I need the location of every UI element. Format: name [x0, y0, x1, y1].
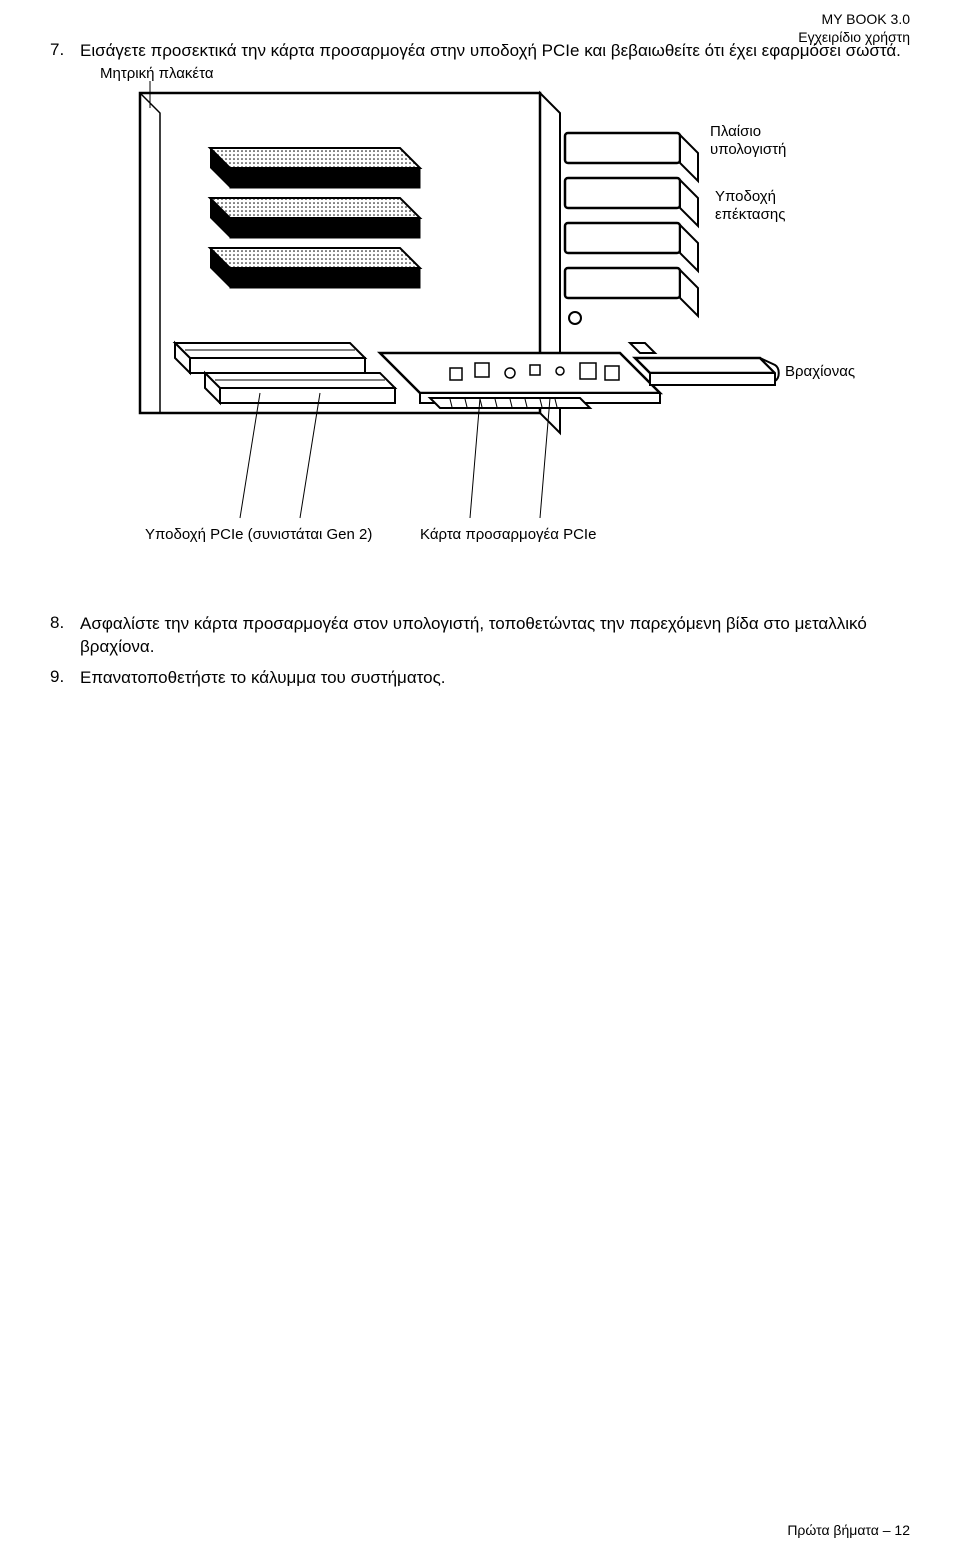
step-8-text: Ασφαλίστε την κάρτα προσαρμογέα στον υπο… — [80, 613, 910, 659]
step-9-text: Επανατοποθετήστε το κάλυμμα του συστήματ… — [80, 667, 446, 690]
diagram: Μητρική πλακέτα Πλαίσιο υπολογιστή Υποδο… — [80, 73, 880, 593]
main-content: 7. Εισάγετε προσεκτικά την κάρτα προσαρμ… — [50, 40, 910, 698]
label-chassis: Πλαίσιο υπολογιστή — [710, 123, 810, 159]
step-7: 7. Εισάγετε προσεκτικά την κάρτα προσαρμ… — [50, 40, 910, 63]
label-pcie-card: Κάρτα προσαρμογέα PCIe — [420, 526, 596, 544]
step-7-text: Εισάγετε προσεκτικά την κάρτα προσαρμογέ… — [80, 40, 901, 63]
step-8-number: 8. — [50, 613, 80, 659]
label-motherboard: Μητρική πλακέτα — [100, 65, 214, 83]
label-expansion-slot: Υποδοχή επέκτασης — [715, 188, 815, 224]
step-9: 9. Επανατοποθετήστε το κάλυμμα του συστή… — [50, 667, 910, 690]
step-8: 8. Ασφαλίστε την κάρτα προσαρμογέα στον … — [50, 613, 910, 659]
label-bracket: Βραχίονας — [785, 363, 855, 381]
page-footer: Πρώτα βήματα – 12 — [787, 1522, 910, 1538]
step-9-number: 9. — [50, 667, 80, 690]
header-line1: MY BOOK 3.0 — [798, 10, 910, 28]
label-pcie-slot: Υποδοχή PCIe (συνιστάται Gen 2) — [145, 526, 372, 544]
step-7-number: 7. — [50, 40, 80, 63]
